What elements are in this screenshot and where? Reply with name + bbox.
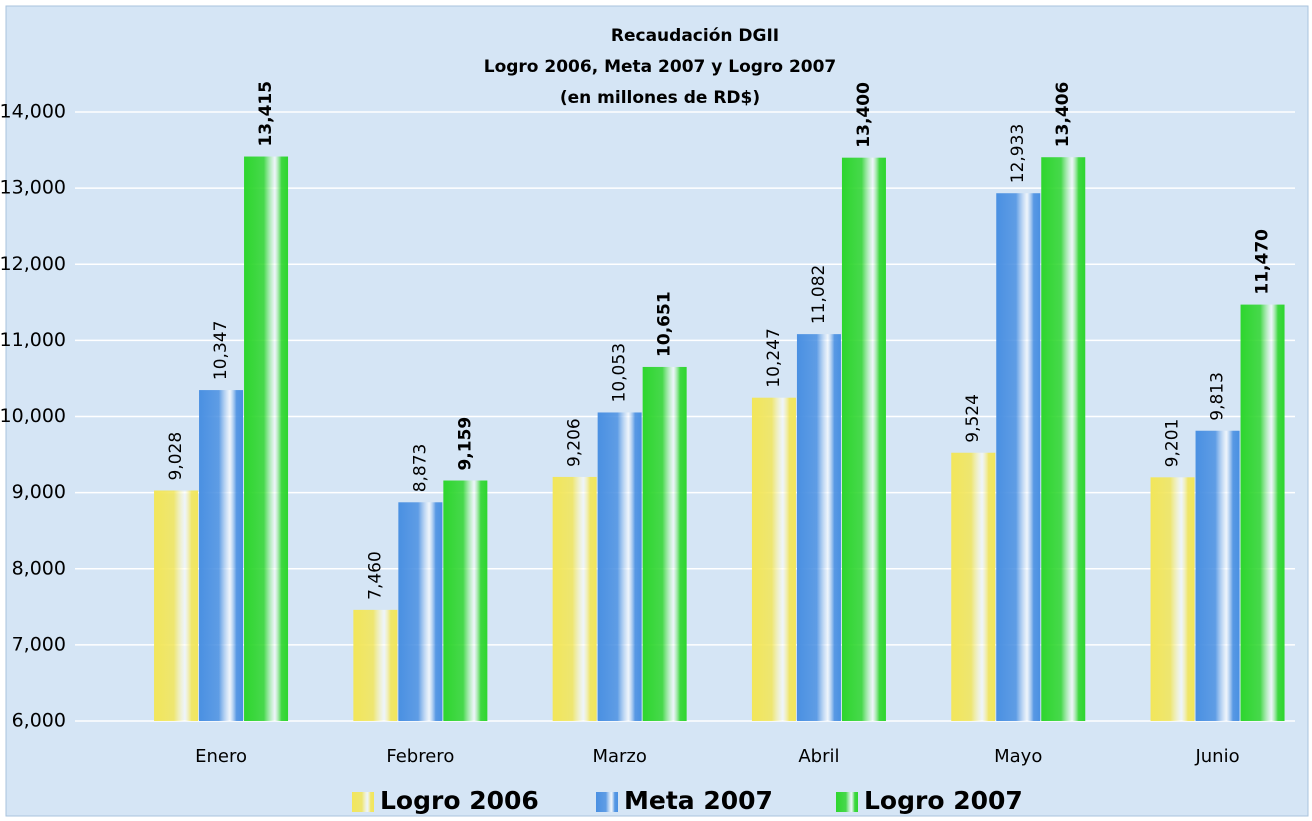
bar [552,476,597,721]
bar [443,480,488,721]
bar [154,490,199,721]
legend-swatch [596,792,618,812]
data-label: 8,873 [410,444,430,493]
legend-swatch [836,792,858,812]
y-tick-label: 14,000 [0,101,66,123]
y-tick-label: 8,000 [12,557,66,579]
x-tick-label: Junio [1194,746,1239,767]
chart-title: Recaudación DGII [611,26,779,46]
bar [796,334,841,721]
bar [398,502,443,721]
data-label: 9,159 [455,417,475,471]
bar [642,366,687,721]
data-label: 10,053 [610,343,630,402]
y-tick-label: 10,000 [0,405,66,427]
data-label: 9,028 [166,432,186,481]
x-tick-label: Enero [195,746,247,767]
bar [1240,304,1285,721]
data-label: 12,933 [1008,124,1028,183]
bar [244,156,289,721]
bar [751,397,796,721]
data-label: 10,247 [764,328,784,387]
bar [353,609,398,721]
data-label: 9,524 [963,394,983,443]
y-tick-label: 12,000 [0,253,66,275]
data-label: 9,813 [1208,372,1228,421]
chart-title: Logro 2006, Meta 2007 y Logro 2007 [484,57,837,77]
legend-label: Meta 2007 [624,786,773,815]
legend-swatch [352,792,374,812]
data-label: 7,460 [365,551,385,600]
x-tick-label: Mayo [994,746,1042,767]
y-tick-label: 11,000 [0,329,66,351]
legend-label: Logro 2007 [864,786,1023,815]
data-label: 9,206 [565,418,585,467]
data-label: 13,400 [854,82,874,148]
data-label: 10,651 [655,291,675,357]
x-tick-label: Febrero [386,746,454,767]
y-tick-label: 6,000 [12,710,66,732]
y-tick-label: 7,000 [12,633,66,655]
bar [841,157,886,722]
bar [597,412,642,721]
data-label: 11,082 [809,265,829,324]
data-label: 9,201 [1163,419,1183,468]
data-label: 13,415 [256,81,276,147]
bar [996,193,1041,722]
bar [1195,430,1240,721]
y-tick-label: 13,000 [0,177,66,199]
bar [1150,477,1195,721]
x-tick-label: Abril [798,746,839,767]
legend-label: Logro 2006 [380,786,539,815]
chart-subtitle: (en millones de RD$) [560,88,760,108]
data-label: 11,470 [1253,229,1273,295]
data-label: 10,347 [211,321,231,380]
x-tick-label: Marzo [592,746,646,767]
y-tick-label: 9,000 [12,481,66,503]
data-label: 13,406 [1053,82,1073,148]
bar [199,390,244,721]
bar [951,452,996,721]
bar [1041,157,1086,721]
